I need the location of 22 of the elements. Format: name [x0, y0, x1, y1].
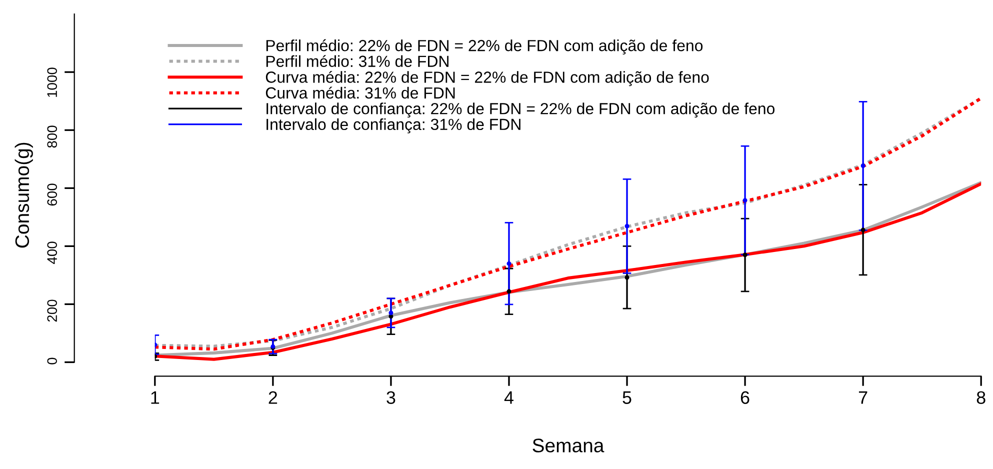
- y-tick-label: 200: [47, 300, 58, 322]
- legend-label: Perfil médio: 31% de FDN: [266, 55, 448, 67]
- legend-label: Intervalo de confiança: 22% de FDN = 22% de FDN com adição de feno: [266, 102, 775, 118]
- legend-label: Curva média: 31% de FDN: [266, 86, 455, 99]
- x-tick-label: 1: [151, 391, 160, 404]
- y-tick-label: 800: [47, 126, 58, 148]
- x-tick-label: 8: [976, 391, 986, 404]
- y-tick-label: 400: [47, 242, 58, 264]
- y-axis-title: Consumo(g): [14, 142, 33, 248]
- y-tick-label: 1000: [47, 68, 58, 97]
- x-tick-label: 2: [268, 391, 278, 404]
- x-axis-title: Semana: [532, 438, 604, 452]
- x-tick-label: 7: [858, 391, 868, 404]
- y-tick-label: 600: [47, 184, 58, 206]
- x-tick-label: 3: [386, 391, 396, 404]
- x-tick-label: 5: [622, 391, 632, 404]
- x-tick-label: 4: [504, 391, 514, 404]
- x-tick-label: 6: [740, 391, 750, 404]
- y-tick-label: 0: [47, 358, 58, 364]
- legend-label: Intervalo de confiança: 31% de FDN: [266, 118, 520, 134]
- legend-label: Perfil médio: 22% de FDN = 22% de FDN com adição de feno: [266, 39, 703, 54]
- legend-label: Curva média: 22% de FDN = 22% de FDN com adição de feno: [266, 70, 709, 86]
